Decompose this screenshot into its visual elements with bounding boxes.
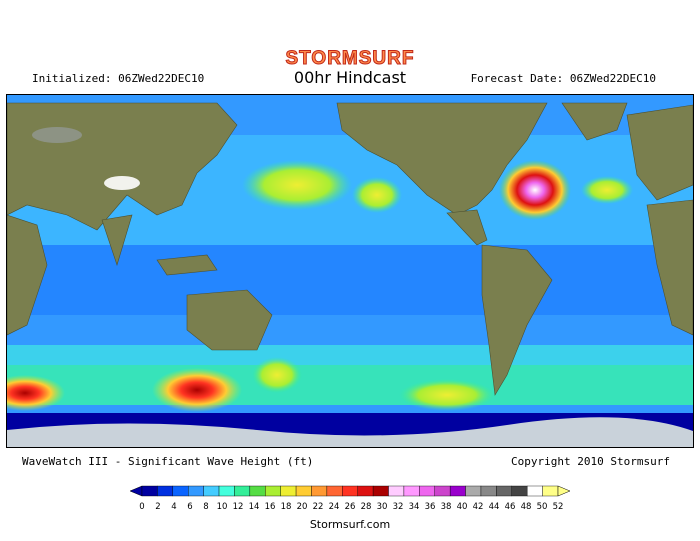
legend-tick-label: 34 — [409, 502, 420, 512]
legend-arrow-right — [557, 485, 571, 497]
legend-tick-label: 2 — [155, 502, 160, 512]
legend-swatch — [526, 485, 543, 497]
legend-swatch — [496, 485, 512, 497]
map-svg — [7, 95, 693, 447]
legend-arrow-left — [129, 485, 143, 497]
color-legend: 0 2 4 6 8 10 12 14 16 18 20 22 24 26 28 30 32 34 36 38 40 42 4… — [126, 484, 574, 512]
legend-swatch — [542, 485, 559, 497]
legend-svg: 0 2 4 6 8 10 12 14 16 18 20 22 24 26 28 30 32 34 36 38 40 42 4… — [129, 485, 571, 512]
antarctica-land — [7, 417, 693, 447]
north-america-land — [336, 102, 548, 216]
legend-swatch — [511, 485, 528, 497]
legend-swatch — [342, 485, 358, 497]
legend-swatch — [465, 485, 482, 497]
legend-swatch — [372, 485, 389, 497]
legend-swatch — [218, 485, 235, 497]
legend-tick-label: 52 — [553, 502, 564, 512]
legend-tick-label: 20 — [297, 502, 308, 512]
initialized-label: Initialized: 06ZWed22DEC10 — [32, 72, 205, 85]
legend-swatch — [280, 485, 297, 497]
copyright-caption: Copyright 2010 Stormsurf — [511, 455, 670, 468]
legend-swatch — [326, 485, 343, 497]
storm-south-atlantic-west — [7, 375, 65, 411]
legend-swatch — [234, 485, 251, 497]
legend-tick-label: 30 — [377, 502, 388, 512]
legend-tick-label: 44 — [489, 502, 500, 512]
legend-tick-label: 24 — [329, 502, 340, 512]
legend-swatch — [357, 485, 374, 497]
greenland-land — [561, 102, 628, 141]
legend-swatch — [265, 485, 281, 497]
legend-tick-label: 40 — [457, 502, 468, 512]
legend-tick-label: 10 — [217, 502, 228, 512]
europe-land — [626, 104, 693, 201]
australia-land — [186, 289, 273, 351]
storm-north-pacific — [242, 160, 352, 210]
legend-tick-label: 22 — [313, 502, 324, 512]
legend-swatch — [172, 485, 189, 497]
africa-east-land — [646, 199, 693, 336]
legend-swatch — [480, 485, 497, 497]
legend-tick-label: 26 — [345, 502, 356, 512]
legend-swatch — [141, 485, 158, 497]
storm-south-pacific — [399, 379, 495, 411]
legend-tick-label: 6 — [187, 502, 192, 512]
legend-swatch — [434, 485, 451, 497]
legend-swatch — [403, 485, 420, 497]
legend-tick-label: 48 — [521, 502, 532, 512]
legend-swatch — [295, 485, 312, 497]
legend-swatch — [419, 485, 435, 497]
legend-tick-label: 38 — [441, 502, 452, 512]
legend-tick-label: 42 — [473, 502, 484, 512]
legend-swatch — [249, 485, 266, 497]
legend-tick-label: 4 — [171, 502, 176, 512]
legend-tick-label: 8 — [203, 502, 208, 512]
footer-link[interactable]: Stormsurf.com — [309, 518, 391, 531]
legend-swatch — [188, 485, 204, 497]
legend-tick-label: 28 — [361, 502, 372, 512]
wave-height-map — [6, 94, 694, 448]
legend-swatch — [449, 485, 466, 497]
legend-tick-label: 50 — [537, 502, 548, 512]
legend-swatch — [388, 485, 405, 497]
india-land — [101, 214, 133, 266]
stormsurf-logo: STORMSURF — [285, 48, 415, 70]
south-america-land — [481, 244, 553, 396]
legend-swatch — [203, 485, 220, 497]
legend-tick-label: 32 — [393, 502, 404, 512]
legend-tick-label: 18 — [281, 502, 292, 512]
forecast-date-label: Forecast Date: 06ZWed22DEC10 — [470, 72, 656, 85]
legend-tick-label: 16 — [265, 502, 276, 512]
storm-north-atlantic — [499, 160, 571, 220]
legend-swatch — [311, 485, 328, 497]
legend-swatch — [157, 485, 174, 497]
legend-tick-label: 0 — [139, 502, 144, 512]
storm-south-indian — [152, 368, 242, 412]
legend-tick-label: 36 — [425, 502, 436, 512]
legend-tick-label: 14 — [249, 502, 260, 512]
legend-tick-label: 12 — [233, 502, 244, 512]
model-caption: WaveWatch III - Significant Wave Height … — [22, 455, 314, 468]
legend-tick-label: 46 — [505, 502, 516, 512]
page-title: 00hr Hindcast — [293, 68, 407, 87]
africa-west-land — [7, 214, 48, 336]
